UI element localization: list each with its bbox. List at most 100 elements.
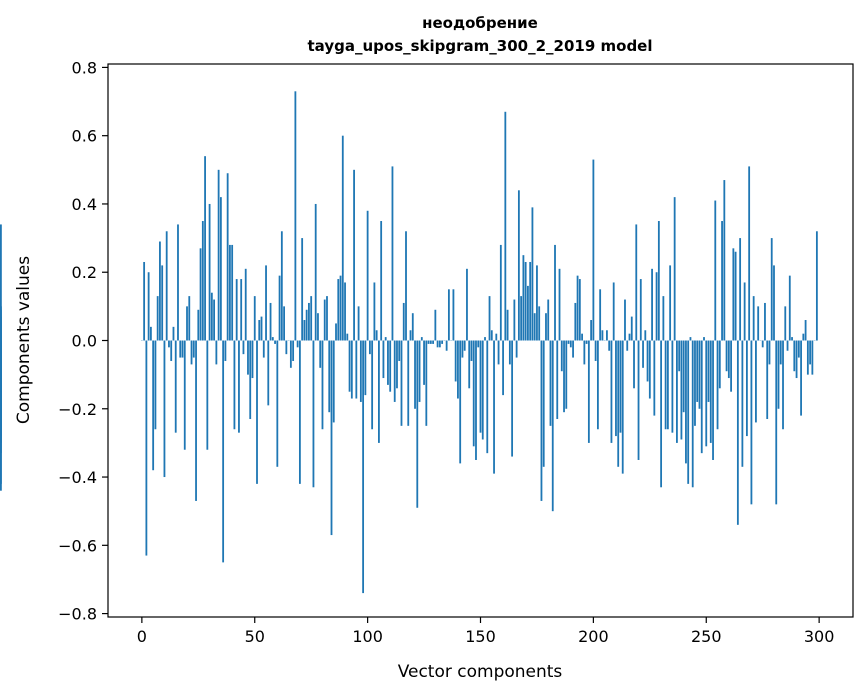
bar-component-78 (317, 313, 319, 340)
bar-component-184 (556, 341, 558, 420)
bar-component-151 (482, 341, 484, 440)
bar-component-23 (193, 341, 195, 358)
bar-component-270 (751, 341, 753, 505)
bar-component-139 (455, 341, 457, 382)
bar-component-216 (629, 334, 631, 341)
bar-component-162 (507, 310, 509, 341)
bar-component-85 (333, 341, 335, 423)
bar-component-228 (656, 272, 658, 340)
bar-component-33 (215, 341, 217, 365)
bar-component-83 (328, 341, 330, 413)
bar-component-131 (437, 341, 439, 348)
bar-component-87 (337, 279, 339, 340)
bar-component-84 (331, 341, 333, 536)
bar-component-172 (529, 262, 531, 341)
bar-component-161 (504, 112, 506, 341)
bar-component-79 (319, 341, 321, 368)
bar-component-119 (410, 330, 412, 340)
x-tick-label: 200 (578, 627, 609, 646)
bar-component-289 (793, 341, 795, 372)
bar-component-202 (597, 341, 599, 430)
bar-component-268 (746, 341, 748, 437)
y-tick-label: −0.6 (58, 536, 97, 555)
bar-component-47 (247, 341, 249, 375)
bar-component-29 (206, 341, 208, 450)
bar-component-238 (678, 341, 680, 372)
bar-component-234 (669, 265, 671, 340)
bar-component-8 (159, 242, 161, 341)
bar-component-171 (527, 286, 529, 341)
bar-component-243 (690, 337, 692, 340)
bar-component-249 (703, 337, 705, 340)
bar-component-110 (389, 341, 391, 392)
bar-component-115 (401, 341, 403, 426)
bar-component-118 (407, 341, 409, 426)
bar-component-290 (796, 341, 798, 379)
bar-component-144 (466, 269, 468, 341)
bar-component-4 (150, 327, 152, 341)
bar-component-2 (145, 341, 147, 556)
bar-component-247 (699, 341, 701, 409)
bar-component-81 (324, 300, 326, 341)
x-tick-label: 250 (691, 627, 722, 646)
bar-component-31 (211, 293, 213, 341)
bar-component-88 (340, 276, 342, 341)
bar-component-294 (805, 320, 807, 340)
bar-component-86 (335, 323, 337, 340)
bar-component-188 (565, 341, 567, 409)
bar-component-155 (491, 330, 493, 340)
bar-component-32 (213, 300, 215, 341)
bar-component-42 (236, 279, 238, 340)
bar-component-136 (448, 289, 450, 340)
bar-component-251 (708, 341, 710, 402)
bar-component-106 (380, 221, 382, 340)
bar-component-108 (385, 337, 387, 340)
bar-component-295 (807, 341, 809, 375)
bar-component-76 (313, 341, 315, 488)
bar-component-21 (188, 296, 190, 340)
bar-component-189 (568, 341, 570, 344)
bar-component-157 (495, 334, 497, 341)
bar-component-224 (647, 341, 649, 382)
bar-component-149 (477, 341, 479, 348)
bar-component-237 (676, 341, 678, 443)
bar-component-211 (617, 341, 619, 467)
bar-component-279 (771, 238, 773, 340)
bar-component-41 (234, 341, 236, 430)
bar-component-82 (326, 296, 328, 340)
bar-component-44 (240, 279, 242, 340)
bar-component-10 (164, 341, 166, 478)
bar-component-206 (606, 330, 608, 340)
bar-component-280 (773, 265, 775, 340)
bar-component-26 (200, 248, 202, 340)
bar-component-191 (572, 341, 574, 358)
bar-component-36 (222, 341, 224, 563)
bar-component-120 (412, 313, 414, 340)
chart-title-line-2: tayga_upos_skipgram_300_2_2019 model (308, 37, 653, 55)
bar-component-96 (358, 306, 360, 340)
y-tick-label: 0.8 (72, 58, 97, 77)
bar-component-undefined (0, 341, 2, 379)
bar-component-201 (595, 341, 597, 361)
bar-component-24 (195, 341, 197, 501)
bar-component-265 (739, 238, 741, 340)
bar-component-165 (513, 300, 515, 341)
y-tick-label: 0.2 (72, 263, 97, 282)
x-tick-label: 50 (245, 627, 265, 646)
bar-component-260 (728, 341, 730, 379)
bar-component-225 (649, 341, 651, 399)
bars-group (0, 91, 818, 593)
bar-component-53 (261, 317, 263, 341)
bar-component-143 (464, 341, 466, 351)
bar-component-69 (297, 341, 299, 348)
bar-component-219 (635, 224, 637, 340)
bar-component-64 (285, 341, 287, 355)
bar-component-109 (387, 341, 389, 385)
bar-component-95 (355, 341, 357, 399)
y-tick-label: −0.8 (58, 605, 97, 624)
bar-component-107 (383, 341, 385, 379)
bar-component-80 (322, 341, 324, 430)
bar-component-undefined (0, 224, 2, 340)
bar-component-68 (294, 91, 296, 340)
